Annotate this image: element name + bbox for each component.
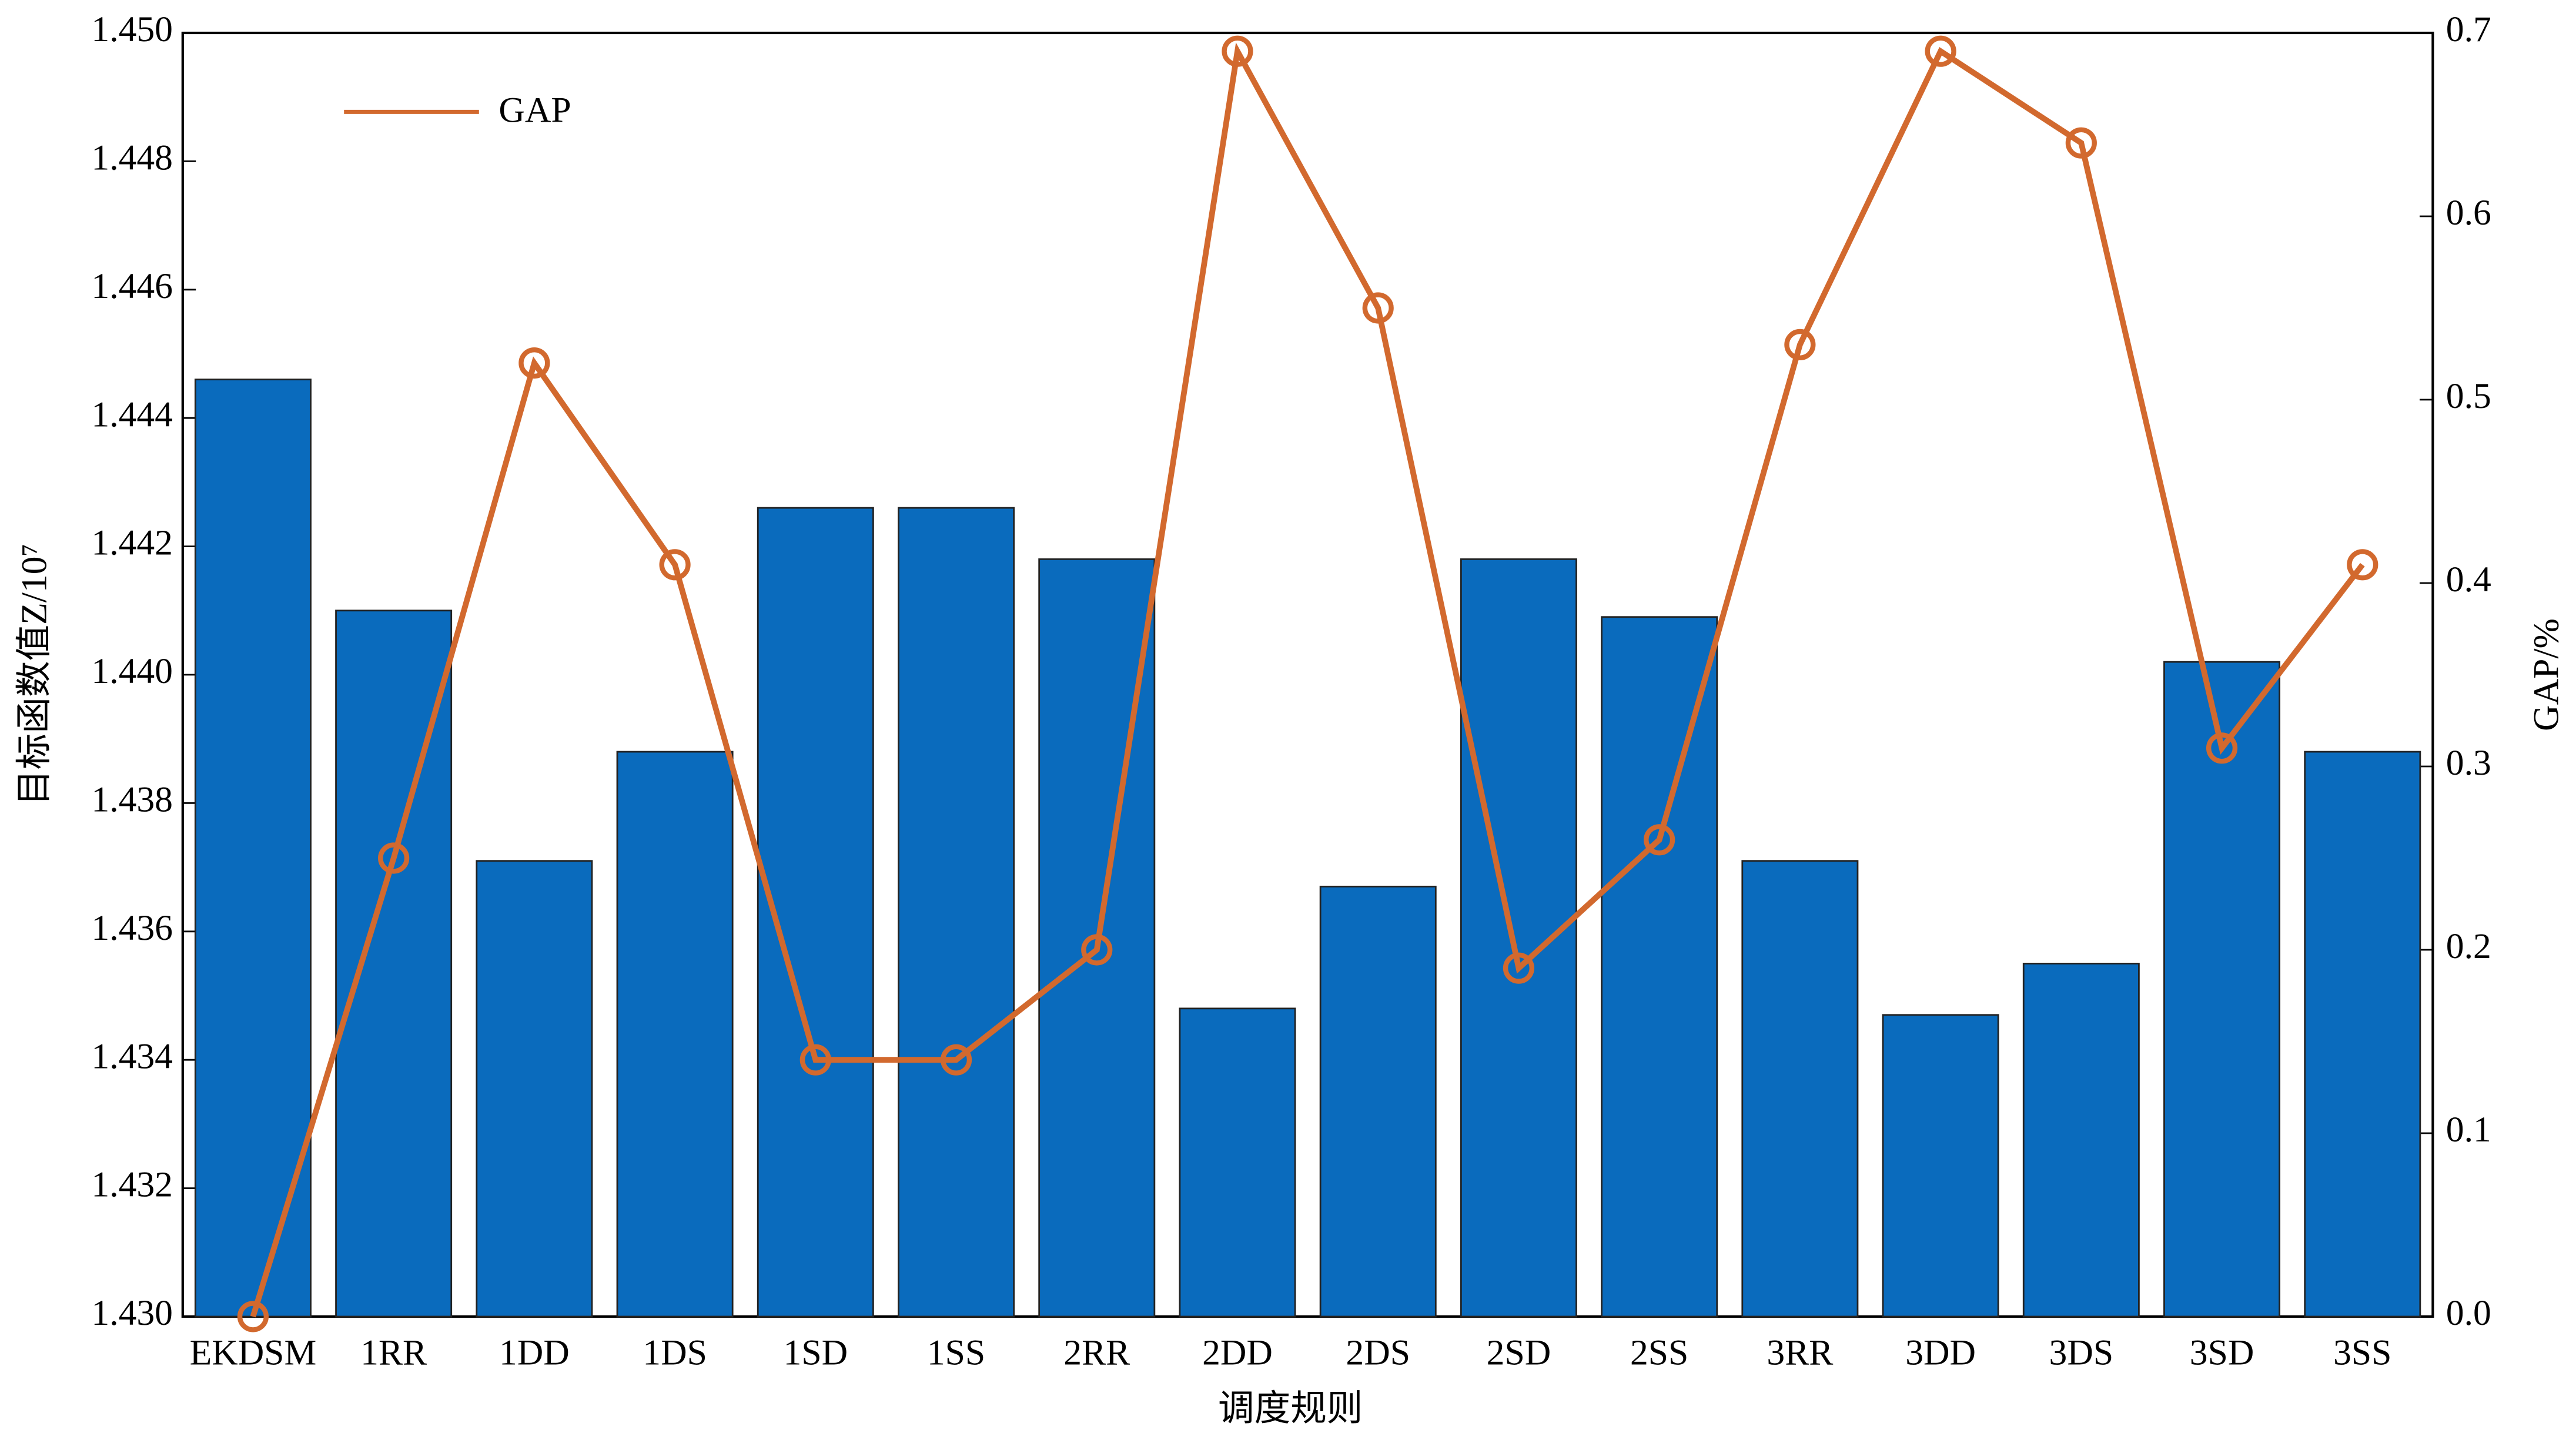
y-tick-label: 1.444	[91, 394, 173, 434]
x-tick-label: 3RR	[1767, 1332, 1833, 1372]
y2-tick-label: 0.4	[2446, 560, 2491, 600]
y-tick-label: 1.450	[91, 9, 173, 49]
marker	[378, 842, 410, 874]
bar	[1601, 616, 1718, 1318]
marker	[518, 347, 550, 379]
plot-frame	[181, 31, 2434, 1318]
x-tick-label: EKDSM	[190, 1332, 317, 1372]
y-tick-label: 1.436	[91, 908, 173, 948]
marker	[1362, 292, 1394, 324]
x-tick-label: 3DS	[2049, 1332, 2114, 1372]
x-tick-label: 3SD	[2190, 1332, 2254, 1372]
x-axis-label: 调度规则	[1218, 1389, 1363, 1429]
y-tick-label: 1.448	[91, 138, 173, 178]
x-tick-label: 1SD	[784, 1332, 848, 1372]
bar	[1179, 1007, 1296, 1318]
bar	[476, 860, 593, 1318]
y2-axis-label: GAP/%	[2526, 618, 2566, 731]
bar	[757, 507, 874, 1318]
bar	[1882, 1014, 1999, 1318]
marker	[2347, 549, 2378, 581]
marker	[2065, 127, 2097, 159]
y2-tick-label: 0.6	[2446, 193, 2491, 233]
y-tick-label: 1.442	[91, 523, 173, 563]
bar	[1319, 885, 1437, 1318]
legend-label: GAP	[499, 90, 571, 130]
y-tick-label: 1.440	[91, 651, 173, 691]
x-tick-label: 2RR	[1063, 1332, 1130, 1372]
x-tick-label: 1SS	[927, 1332, 985, 1372]
marker	[799, 1044, 831, 1076]
x-tick-label: 3DD	[1905, 1332, 1976, 1372]
marker	[940, 1044, 972, 1076]
marker	[659, 549, 691, 581]
x-tick-label: 2SS	[1630, 1332, 1688, 1372]
y-tick-label: 1.438	[91, 780, 173, 820]
bar	[2022, 963, 2140, 1318]
y-tick-label: 1.430	[91, 1293, 173, 1333]
y-tick-label: 1.446	[91, 266, 173, 306]
marker	[1644, 824, 1675, 856]
line	[250, 42, 2365, 1318]
y2-tick-label: 0.3	[2446, 743, 2491, 783]
marker	[1925, 35, 1956, 67]
bar	[898, 507, 1015, 1318]
y2-tick-label: 0.2	[2446, 926, 2491, 966]
x-tick-label: 2DS	[1346, 1332, 1410, 1372]
marker	[2206, 732, 2238, 764]
marker	[237, 1301, 269, 1332]
y2-tick-label: 0.7	[2446, 9, 2491, 49]
marker	[1503, 952, 1535, 984]
x-tick-label: 2DD	[1202, 1332, 1273, 1372]
bar	[616, 751, 734, 1318]
x-tick-label: 1DS	[643, 1332, 707, 1372]
x-tick-label: 3SS	[2333, 1332, 2391, 1372]
y-tick-label: 1.432	[91, 1165, 173, 1205]
marker	[1222, 35, 1253, 67]
marker	[1784, 329, 1816, 361]
bar	[1460, 558, 1577, 1318]
y2-tick-label: 0.5	[2446, 376, 2491, 416]
y-axis-label: 目标函数值Z/10⁷	[15, 544, 55, 806]
bar	[2163, 661, 2281, 1318]
marker	[1081, 934, 1113, 966]
x-tick-label: 1RR	[360, 1332, 427, 1372]
y2-tick-label: 0.0	[2446, 1293, 2491, 1333]
x-tick-label: 2SD	[1487, 1332, 1551, 1372]
y2-tick-label: 0.1	[2446, 1110, 2491, 1150]
bar	[2304, 751, 2421, 1318]
y-tick-label: 1.434	[91, 1036, 173, 1076]
bar	[1741, 860, 1859, 1318]
x-tick-label: 1DD	[499, 1332, 570, 1372]
